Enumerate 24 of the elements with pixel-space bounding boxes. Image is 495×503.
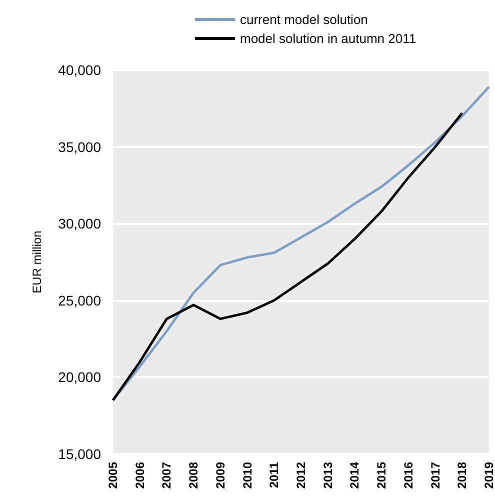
y-tick-label: 15,000 [58, 446, 102, 462]
x-tick-label: 2007 [160, 462, 174, 489]
y-tick-label: 30,000 [58, 216, 102, 232]
x-tick-label: 2018 [455, 462, 470, 489]
legend-label: model solution in autumn 2011 [240, 31, 416, 46]
x-tick-label: 2017 [428, 462, 442, 489]
y-tick-label: 25,000 [58, 292, 102, 308]
x-tick-label: 2005 [106, 462, 120, 489]
x-tick-label: 2008 [186, 462, 201, 489]
x-tick-label: 2013 [320, 462, 335, 489]
y-tick-label: 35,000 [58, 138, 102, 155]
x-tick-label: 2015 [374, 462, 389, 489]
x-tick-label: 2009 [213, 462, 228, 489]
x-tick-label: 2010 [240, 462, 254, 489]
x-tick-label: 2006 [132, 462, 147, 489]
y-axis-title: EUR million [30, 230, 44, 294]
legend-label: current model solution [240, 12, 368, 27]
y-tick-label: 40,000 [58, 62, 102, 78]
x-tick-label: 2011 [267, 462, 282, 488]
x-tick-label: 2019 [482, 462, 495, 489]
x-tick-label: 2016 [401, 462, 416, 489]
y-tick-label: 20,000 [58, 369, 102, 386]
x-tick-label: 2012 [294, 462, 308, 489]
x-tick-label: 2014 [348, 462, 362, 489]
